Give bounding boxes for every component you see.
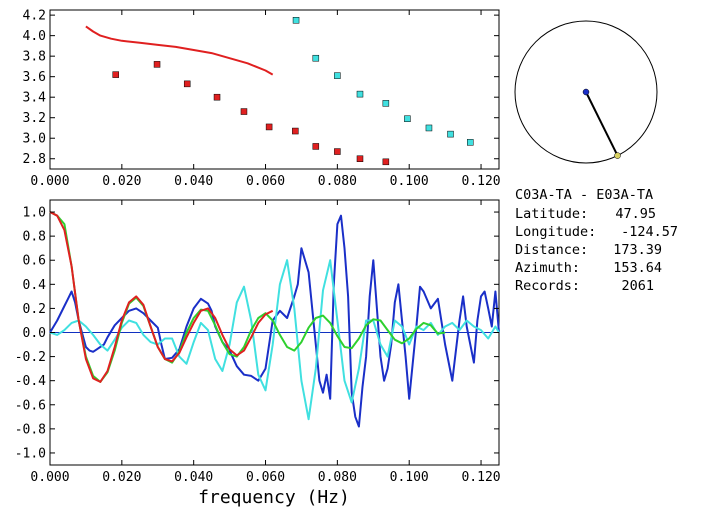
top-y-tick-label: 4.0 bbox=[23, 29, 46, 44]
bottom-y-tick-label: -0.4 bbox=[15, 374, 46, 389]
top-series-2-point bbox=[292, 17, 300, 24]
bottom-y-tick-label: 0.6 bbox=[23, 254, 46, 269]
top-plot-frame bbox=[49, 9, 500, 170]
bottom-x-tick-label: 0.100 bbox=[390, 470, 429, 485]
top-panel: 0.000 0.020 0.040 0.060 0.080 0.100 0.120 2.8 3.… bbox=[23, 9, 501, 189]
bottom-x-tick-label: 0.000 bbox=[30, 470, 69, 485]
top-series-2-point bbox=[312, 54, 320, 62]
top-series-1-point bbox=[153, 61, 161, 68]
top-x-tick-label: 0.100 bbox=[390, 174, 429, 189]
bottom-y-tick-label: -0.2 bbox=[15, 350, 46, 365]
top-series-2-point bbox=[425, 124, 433, 132]
bottom-x-tick-label: 0.060 bbox=[246, 470, 285, 485]
bottom-plot-marks bbox=[49, 211, 500, 428]
top-series-0-line bbox=[85, 25, 274, 76]
bottom-y-tick-label: 0.8 bbox=[23, 230, 46, 245]
azimuth-label: Azimuth: bbox=[515, 260, 580, 276]
records-label: Records: bbox=[515, 278, 580, 294]
bottom-y-tick-label: 0.4 bbox=[23, 278, 47, 293]
bottom-x-tick-label: 0.020 bbox=[102, 470, 141, 485]
latitude-value: 47.95 bbox=[615, 206, 656, 222]
azimuth-needle bbox=[585, 91, 619, 157]
top-series-2-point bbox=[334, 72, 341, 79]
top-x-tick-label: 0.080 bbox=[318, 174, 357, 189]
x-axis-label: frequency (Hz) bbox=[198, 487, 350, 508]
top-x-tick-label: 0.060 bbox=[246, 174, 285, 189]
distance-value: 173.39 bbox=[613, 242, 662, 258]
top-y-tick-label: 3.2 bbox=[23, 111, 46, 126]
longitude-label: Longitude: bbox=[515, 224, 596, 240]
latitude-label: Latitude: bbox=[515, 206, 588, 222]
bottom-y-tick-label: -1.0 bbox=[15, 446, 46, 461]
top-y-tick-label: 4.2 bbox=[23, 9, 46, 24]
top-series-1-point bbox=[213, 93, 221, 101]
top-y-tick-label: 2.8 bbox=[23, 152, 46, 167]
top-series-2-point bbox=[356, 90, 364, 98]
top-x-tick-label: 0.040 bbox=[174, 174, 213, 189]
top-y-tick-label: 3.4 bbox=[23, 91, 47, 106]
bottom-series-1-line bbox=[49, 259, 500, 421]
azimuth-compass bbox=[514, 20, 658, 164]
top-axis-ticks: 0.000 0.020 0.040 0.060 0.080 0.100 0.120 2.8 3.… bbox=[23, 9, 501, 189]
top-series-2-point bbox=[447, 130, 454, 138]
bottom-y-tick-label: -0.8 bbox=[15, 422, 46, 437]
bottom-x-tick-label: 0.120 bbox=[461, 470, 500, 485]
bottom-y-tick-label: -0.6 bbox=[15, 398, 46, 413]
top-series-1-point bbox=[265, 123, 273, 131]
bottom-x-tick-label: 0.040 bbox=[174, 470, 213, 485]
top-x-tick-label: 0.120 bbox=[461, 174, 500, 189]
bottom-axis-ticks: 0.000 0.020 0.040 0.060 0.080 0.100 0.120 1.0 0.… bbox=[15, 200, 501, 485]
top-series-2-point bbox=[404, 115, 411, 122]
top-series-1-point bbox=[334, 148, 341, 155]
distance-label: Distance: bbox=[515, 242, 588, 258]
longitude-value: -124.57 bbox=[621, 224, 678, 240]
top-series-1-point bbox=[112, 71, 119, 78]
compass-circle bbox=[514, 20, 658, 164]
bottom-y-tick-label: 0.0 bbox=[23, 326, 46, 341]
azimuth-value: 153.64 bbox=[613, 260, 662, 276]
bottom-series-0-line bbox=[49, 214, 500, 428]
bottom-panel: 0.000 0.020 0.040 0.060 0.080 0.100 0.120 1.0 0.… bbox=[15, 199, 501, 508]
top-series-1-point bbox=[292, 127, 299, 135]
station-info: C03A-TA - E03A-TA Latitude: 47.95 Longit… bbox=[515, 187, 678, 294]
bottom-series-2-line bbox=[49, 211, 446, 383]
bottom-y-tick-label: 1.0 bbox=[23, 206, 46, 221]
bottom-series-3-line bbox=[49, 211, 274, 383]
bottom-y-tick-label: 0.2 bbox=[23, 302, 46, 317]
station-center-dot bbox=[582, 88, 590, 96]
bottom-x-tick-label: 0.080 bbox=[318, 470, 357, 485]
top-x-tick-label: 0.020 bbox=[102, 174, 141, 189]
station-pair-title: C03A-TA - E03A-TA bbox=[515, 187, 653, 203]
top-series-2-point bbox=[467, 139, 474, 146]
top-y-tick-label: 3.6 bbox=[23, 70, 46, 85]
top-series-1-point bbox=[183, 80, 191, 88]
top-y-tick-label: 3.0 bbox=[23, 132, 46, 147]
top-x-tick-label: 0.000 bbox=[30, 174, 69, 189]
top-plot-marks bbox=[85, 17, 474, 166]
top-series-1-point bbox=[240, 108, 248, 115]
top-series-1-point bbox=[382, 158, 390, 166]
top-series-1-point bbox=[312, 143, 320, 150]
records-value: 2061 bbox=[621, 278, 654, 294]
top-y-tick-label: 3.8 bbox=[23, 50, 46, 65]
station-end-dot bbox=[614, 152, 621, 159]
top-series-1-point bbox=[356, 155, 364, 162]
top-series-2-point bbox=[382, 100, 390, 107]
